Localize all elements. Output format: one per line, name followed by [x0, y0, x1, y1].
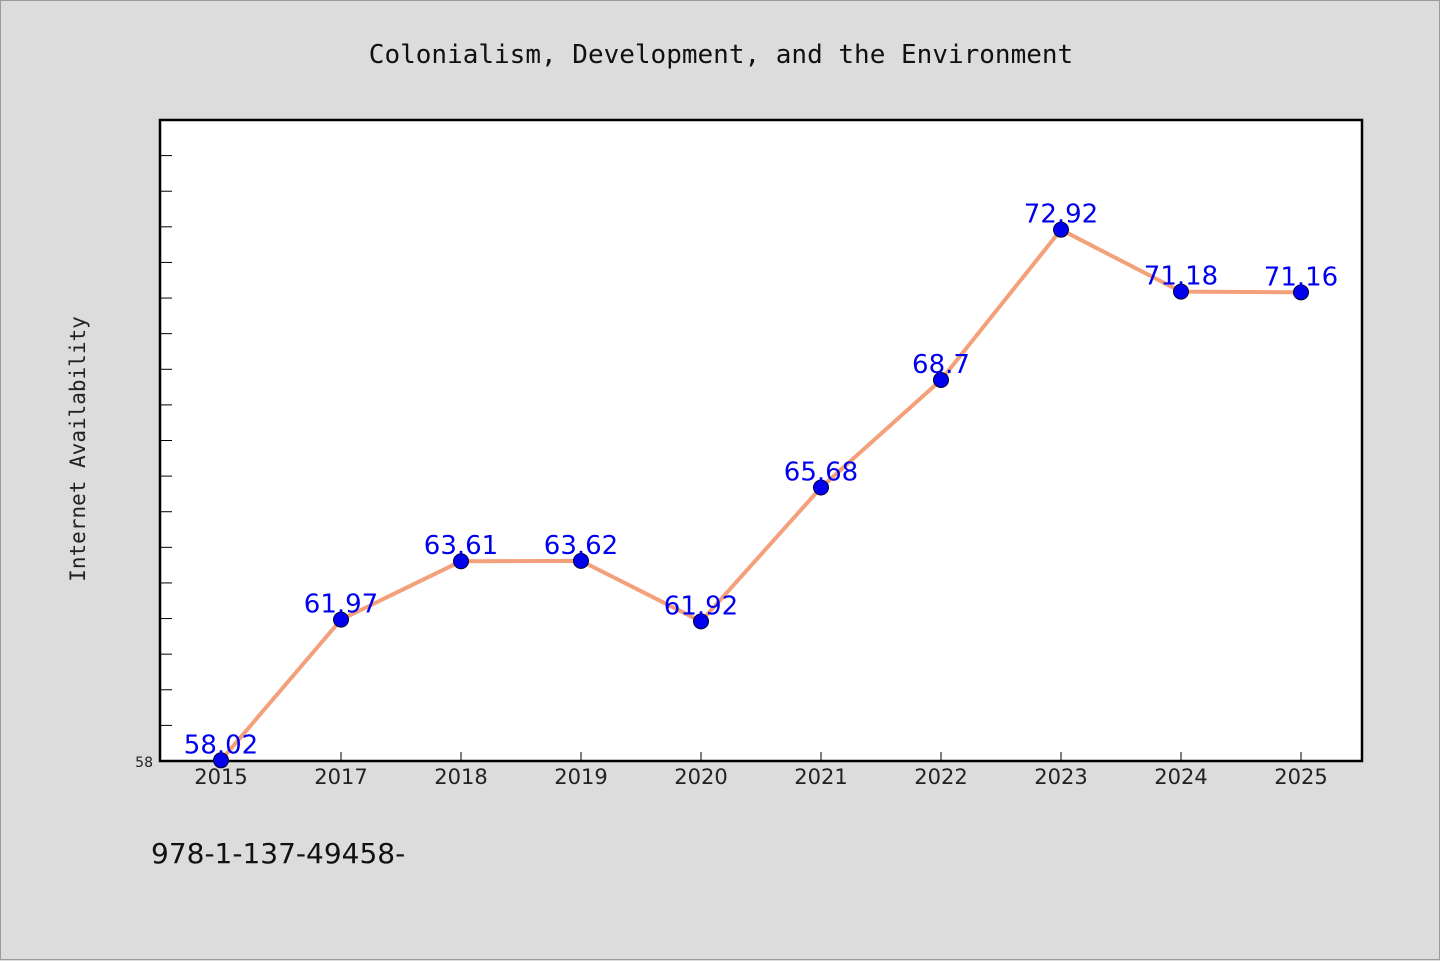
data-point-marker: [813, 479, 829, 496]
data-point-marker: [693, 613, 709, 630]
isbn-footer: 978-1-137-49458-: [151, 837, 405, 870]
x-tick-label: 2025: [1274, 765, 1327, 789]
x-tick-label: 2023: [1034, 765, 1087, 789]
x-tick-label: 2022: [914, 765, 967, 789]
data-label: 71.18: [1144, 262, 1218, 292]
x-tick-label: 2024: [1154, 765, 1207, 789]
data-label: 71.16: [1264, 262, 1338, 292]
x-axis-tick-labels: 2015 2017 2018 2019 2020 2021 2022 2023 2024 2025: [194, 765, 1327, 789]
data-point-marker: [1293, 284, 1309, 301]
x-tick-label: 2019: [554, 765, 607, 789]
chart-title: Colonialism, Development, and the Enviro…: [369, 40, 1073, 70]
data-point-marker: [573, 552, 589, 569]
data-point-marker: [333, 611, 349, 628]
data-label: 68.7: [912, 350, 970, 380]
data-label: 65.68: [784, 458, 858, 488]
data-point-marker: [1053, 221, 1069, 238]
data-label: 63.61: [424, 531, 498, 561]
data-label: 58.02: [184, 730, 258, 760]
x-tick-label: 2015: [194, 765, 247, 789]
data-label: 72.92: [1024, 200, 1098, 230]
data-markers: [213, 221, 1309, 769]
x-tick-label: 2017: [314, 765, 367, 789]
data-labels: 58.02 61.97 63.61 63.62 61.92 65.68 68.7 72.92 7…: [184, 200, 1338, 761]
plot-area: [158, 118, 1364, 763]
x-tick-label: 2021: [794, 765, 847, 789]
y-tick-label-min: 58: [135, 755, 153, 771]
y-axis-ticks: [160, 155, 172, 726]
series-line-group: [219, 227, 1303, 763]
data-point-marker: [453, 553, 469, 570]
x-tick-label: 2020: [674, 765, 727, 789]
y-axis-label: Internet Availability: [66, 316, 90, 582]
data-point-marker: [933, 371, 949, 388]
data-point-marker: [213, 752, 229, 769]
data-label: 63.62: [544, 531, 618, 561]
x-tick-label: 2018: [434, 765, 487, 789]
series-line: [219, 227, 1303, 763]
data-label: 61.92: [664, 591, 738, 621]
data-point-marker: [1173, 283, 1189, 300]
data-label: 61.97: [304, 590, 378, 620]
